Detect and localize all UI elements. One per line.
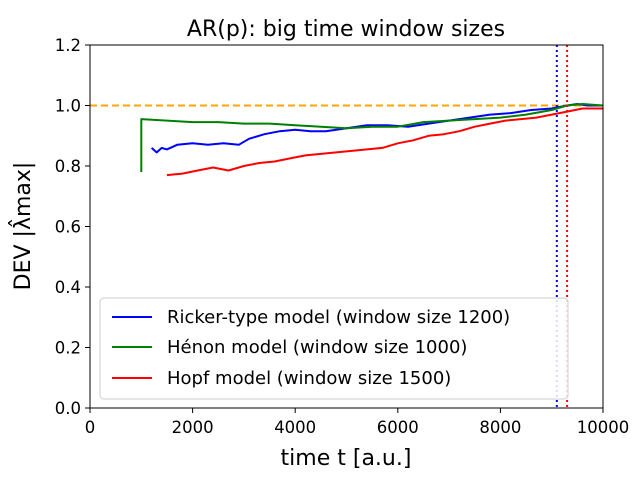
x-tick-label: 2000: [172, 418, 214, 437]
y-tick-label: 1.0: [55, 97, 81, 116]
y-tick-label: 0.0: [55, 399, 81, 418]
y-tick-label: 0.4: [55, 278, 81, 297]
y-tick-label: 0.8: [55, 157, 81, 176]
plot-content: [90, 45, 604, 408]
x-axis-ticks: 0 2000 4000 6000 8000 10000: [85, 408, 630, 437]
y-tick-label: 1.2: [55, 36, 81, 55]
legend-entry-0: Ricker-type model (window size 1200): [167, 307, 510, 328]
x-tick-label: 10000: [577, 418, 630, 437]
x-tick-label: 0: [85, 418, 96, 437]
legend-entry-2: Hopf model (window size 1500): [167, 368, 451, 389]
y-tick-label: 0.2: [55, 339, 81, 358]
axes-frame: [89, 44, 604, 409]
x-tick-label: 6000: [377, 418, 419, 437]
y-axis-ticks: 0.0 0.2 0.4 0.6 0.8 1.0 1.2: [55, 36, 90, 418]
legend-entry-1: Hénon model (window size 1000): [167, 337, 467, 358]
y-tick-label: 0.6: [55, 218, 81, 237]
x-axis-label: time t [a.u.]: [281, 446, 412, 471]
legend: Ricker-type model (window size 1200) Hén…: [99, 297, 569, 400]
legend-box: [99, 297, 569, 400]
series-line-0: [150, 103, 603, 154]
series-line-2: [166, 107, 603, 177]
y-axis-label: DEV |λ̂max|: [9, 162, 36, 291]
x-tick-label: 4000: [274, 418, 316, 437]
chart-title: AR(p): big time window sizes: [187, 17, 505, 42]
series-line-1: [140, 103, 604, 172]
x-tick-label: 8000: [479, 418, 521, 437]
